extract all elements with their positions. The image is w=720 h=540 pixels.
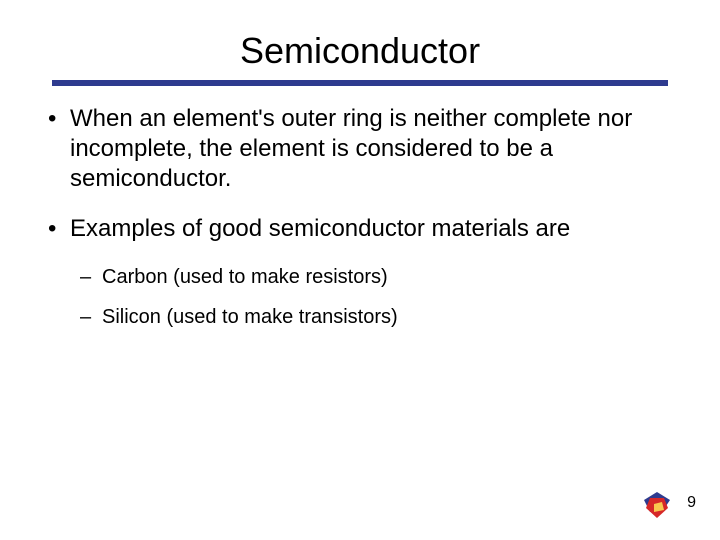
slide-container: Semiconductor When an element's outer ri… xyxy=(0,0,720,540)
title-wrap: Semiconductor xyxy=(40,30,680,72)
slide-title: Semiconductor xyxy=(240,30,480,72)
bullet-item: Examples of good semiconductor materials… xyxy=(44,214,676,244)
bullet-item: When an element's outer ring is neither … xyxy=(44,104,676,194)
title-underline xyxy=(52,80,668,86)
content-area: When an element's outer ring is neither … xyxy=(40,104,680,330)
page-number: 9 xyxy=(687,494,696,512)
sub-bullet-item: Silicon (used to make transistors) xyxy=(44,304,676,330)
logo-icon xyxy=(642,490,672,520)
sub-bullet-item: Carbon (used to make resistors) xyxy=(44,264,676,290)
